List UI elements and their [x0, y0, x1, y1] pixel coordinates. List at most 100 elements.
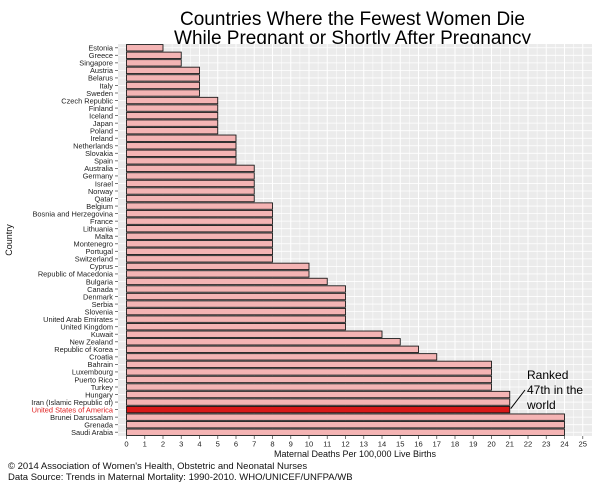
x-tick-label: 12: [341, 440, 349, 449]
y-tick-label: Belgium: [86, 202, 113, 211]
chart-title-line-2: While Pregnant or Shortly After Pregnanc…: [174, 28, 531, 49]
bar-united-kingdom: [126, 323, 346, 331]
x-tick-label: 18: [451, 440, 459, 449]
bar-estonia: [126, 44, 164, 52]
x-tick-label: 1: [143, 440, 147, 449]
bar-qatar: [126, 194, 255, 203]
bar-portugal: [126, 247, 273, 255]
bar-bulgaria: [126, 277, 328, 286]
annotation-arrow: [510, 389, 526, 409]
bar-switzerland: [126, 255, 273, 263]
x-tick-label: 0: [124, 440, 128, 449]
bar-ireland: [126, 134, 237, 142]
bar-germany: [126, 172, 255, 180]
y-tick-label: Qatar: [95, 194, 114, 203]
x-tick-label: 20: [487, 440, 495, 449]
y-tick-label: New Zealand: [69, 338, 113, 347]
bar-bosnia-and-herzegovina: [126, 209, 273, 218]
y-tick-label: Serbia: [92, 300, 114, 309]
x-tick-label: 10: [305, 440, 313, 449]
bar-denmark: [126, 292, 346, 301]
bar-finland: [126, 104, 219, 112]
bar-turkey: [126, 383, 492, 391]
bar-slovenia: [126, 307, 346, 316]
bar-grenada: [126, 421, 565, 429]
x-tick-label: 13: [360, 440, 368, 449]
y-tick-label: Japan: [93, 119, 113, 128]
x-tick-label: 15: [396, 440, 404, 449]
bar-france: [126, 217, 273, 225]
bar-republic-of-macedonia: [126, 270, 310, 278]
bar-belarus: [126, 74, 200, 82]
y-tick-label: Portugal: [85, 247, 113, 256]
y-tick-label: Estonia: [88, 44, 114, 53]
x-tick-label: 6: [234, 440, 238, 449]
bar-montenegro: [126, 240, 273, 248]
bar-greece: [126, 51, 182, 59]
bar-israel: [126, 179, 255, 188]
y-tick-label: Belarus: [88, 74, 113, 83]
y-tick-label: Lithuania: [83, 224, 114, 233]
bar-iceland: [126, 111, 219, 120]
y-tick-label: Germany: [83, 172, 114, 181]
y-tick-label: Croatia: [89, 353, 114, 362]
annotation-text: 47th in the: [527, 383, 583, 397]
y-tick-label: Saudi Arabia: [71, 428, 114, 437]
bar-cyprus: [126, 262, 310, 271]
x-tick-label: 22: [524, 440, 532, 449]
y-tick-label: Turkey: [91, 383, 114, 392]
bar-netherlands: [126, 142, 237, 150]
x-tick-label: 8: [270, 440, 274, 449]
bar-luxembourg: [126, 368, 492, 376]
annotation-text: Ranked: [527, 368, 568, 382]
bar-puerto-rico: [126, 375, 492, 384]
x-tick-label: 11: [323, 440, 331, 449]
x-tick-label: 5: [216, 440, 220, 449]
y-tick-label: United Arab Emirates: [43, 315, 113, 324]
x-tick-label: 23: [542, 440, 550, 449]
y-tick-label: France: [90, 217, 113, 226]
x-tick-label: 7: [252, 440, 256, 449]
y-tick-label: Finland: [89, 104, 113, 113]
chart-title-line-1: Countries Where the Fewest Women Die: [180, 9, 525, 30]
x-axis-title: Maternal Deaths Per 100,000 Live Births: [274, 449, 437, 459]
y-tick-label: Hungary: [85, 390, 113, 399]
data-source-note: Data Source: Trends in Maternal Mortalit…: [8, 472, 353, 483]
y-tick-label: Singapore: [79, 59, 113, 68]
y-tick-label: Luxembourg: [72, 368, 113, 377]
bar-united-arab-emirates: [126, 315, 346, 323]
copyright-note: © 2014 Association of Women's Health, Ob…: [8, 461, 308, 472]
y-tick-label: Australia: [84, 164, 114, 173]
y-tick-label: Greece: [89, 51, 113, 60]
bar-bahrain: [126, 360, 492, 369]
annotation-text: world: [526, 398, 556, 412]
bar-belgium: [126, 202, 273, 210]
bar-saudi-arabia: [126, 428, 565, 436]
x-tick-label: 16: [414, 440, 422, 449]
y-tick-label: Norway: [88, 187, 113, 196]
y-tick-label: Switzerland: [75, 255, 113, 264]
x-tick-label: 24: [560, 440, 568, 449]
y-tick-label: Sweden: [86, 89, 113, 98]
y-tick-label: Bulgaria: [86, 277, 114, 286]
y-tick-label: Canada: [87, 285, 114, 294]
y-tick-label: Bosnia and Herzegovina: [32, 209, 113, 218]
bar-italy: [126, 81, 200, 90]
y-tick-label: Montenegro: [74, 240, 113, 249]
y-axis-title: Country: [4, 224, 14, 256]
y-tick-label: Republic of Macedonia: [38, 270, 114, 279]
bar-serbia: [126, 300, 346, 308]
y-tick-label: Israel: [95, 179, 113, 188]
y-tick-label: Slovenia: [85, 307, 114, 316]
y-tick-label: Puerto Rico: [74, 375, 113, 384]
bar-lithuania: [126, 225, 273, 233]
bar-japan: [126, 119, 219, 127]
y-tick-label: Bahrain: [88, 360, 113, 369]
bar-poland: [126, 127, 219, 135]
x-tick-label: 14: [378, 440, 386, 449]
bar-canada: [126, 285, 346, 293]
bar-hungary: [126, 390, 511, 399]
bar-united-states-of-america: [126, 405, 511, 414]
bar-singapore: [126, 59, 182, 67]
